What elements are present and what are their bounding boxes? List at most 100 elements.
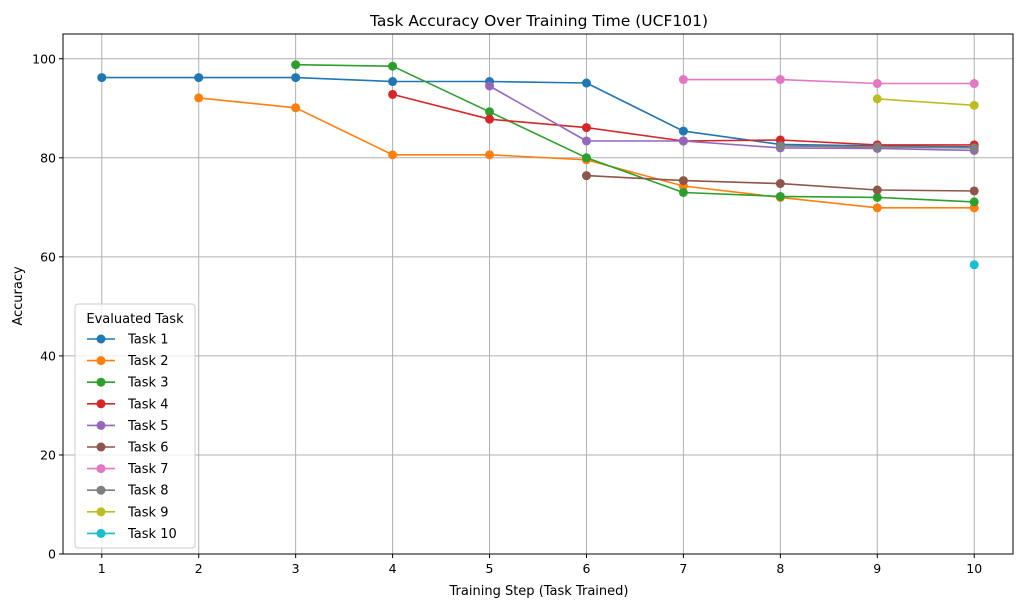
series-line (295, 63, 975, 203)
data-point (678, 176, 688, 186)
data-point (969, 197, 979, 207)
data-point (678, 187, 688, 197)
legend-item: Task 1 (87, 333, 168, 348)
x-tick-label: 10 (966, 561, 982, 576)
data-point (872, 94, 882, 104)
data-point (969, 79, 979, 89)
legend-marker (96, 528, 106, 538)
legend-marker (96, 485, 106, 495)
y-tick-label: 40 (40, 348, 56, 363)
data-point (291, 60, 301, 70)
x-tick-label: 1 (98, 561, 106, 576)
data-point (678, 126, 688, 136)
series-line (489, 85, 975, 152)
series-line (101, 76, 975, 148)
legend-item: Task 10 (87, 527, 177, 542)
y-axis-title: Accuracy (11, 266, 26, 326)
x-tick-label: 9 (873, 561, 881, 576)
data-point (872, 192, 882, 202)
data-point (485, 81, 495, 91)
legend-label: Task 8 (127, 484, 168, 499)
legend-marker (96, 507, 106, 517)
data-point (388, 61, 398, 71)
data-point (388, 77, 398, 87)
series-task-9 (872, 94, 979, 110)
x-tick-label: 3 (292, 561, 300, 576)
data-point (775, 179, 785, 189)
x-tick-label: 4 (389, 561, 397, 576)
series-task-3 (291, 60, 979, 207)
grid (63, 34, 1013, 555)
legend-label: Task 2 (127, 354, 168, 369)
data-point (194, 73, 204, 83)
legend-item: Task 4 (87, 397, 168, 412)
legend-item: Task 9 (87, 505, 168, 520)
data-point (388, 89, 398, 99)
x-axis-title: Training Step (Task Trained) (449, 584, 629, 599)
legend-marker (96, 420, 106, 430)
data-point (678, 136, 688, 146)
legend-label: Task 10 (127, 527, 177, 542)
legend-marker (96, 334, 106, 344)
legend-marker (96, 442, 106, 452)
legend-item: Task 6 (87, 441, 168, 456)
data-point (775, 75, 785, 85)
data-point (678, 75, 688, 85)
x-tick-label: 2 (195, 561, 203, 576)
data-point (775, 141, 785, 151)
legend: Evaluated Task Task 1 Task 2 Task 3 Task 4 T… (74, 303, 196, 549)
data-point (194, 93, 204, 103)
legend-box (74, 303, 196, 549)
data-point (872, 142, 882, 152)
legend-item: Task 2 (87, 354, 168, 369)
legend-label: Task 6 (127, 441, 168, 456)
data-point (581, 136, 591, 146)
series-task-1 (97, 73, 979, 152)
chart-title: Task Accuracy Over Training Time (UCF101… (369, 12, 708, 30)
series-task-10 (969, 260, 979, 270)
data-point (581, 123, 591, 133)
legend-label: Task 3 (127, 376, 168, 391)
plot-frame (62, 33, 1014, 555)
y-tick-label: 100 (32, 51, 56, 66)
series-task-6 (581, 171, 979, 196)
data-point (388, 150, 398, 160)
x-tick-label: 6 (582, 561, 590, 576)
legend-label: Task 1 (127, 333, 168, 348)
data-point (872, 79, 882, 89)
data-point (775, 191, 785, 201)
y-tick-label: 0 (48, 547, 56, 562)
data-point (485, 150, 495, 160)
legend-label: Task 4 (127, 397, 168, 412)
data-point (969, 100, 979, 110)
series-task-7 (678, 75, 979, 89)
legend-title: Evaluated Task (86, 312, 184, 327)
legend-label: Task 9 (127, 505, 168, 520)
legend-item: Task 8 (87, 484, 168, 499)
data-point (969, 143, 979, 153)
legend-label: Task 5 (127, 419, 168, 434)
data-point (97, 73, 107, 83)
legend-item: Task 3 (87, 376, 168, 391)
data-point (969, 260, 979, 270)
y-tick-label: 20 (40, 447, 56, 462)
data-point (872, 185, 882, 195)
x-tick-label: 5 (486, 561, 494, 576)
x-tick-label: 8 (776, 561, 784, 576)
legend-marker (96, 464, 106, 474)
legend-marker (96, 356, 106, 366)
data-point (485, 114, 495, 124)
legend-label: Task 7 (127, 462, 168, 477)
series-task-8 (775, 141, 979, 153)
data-point (872, 203, 882, 213)
legend-marker (96, 399, 106, 409)
legend-marker (96, 377, 106, 387)
data-point (485, 107, 495, 117)
legend-item: Task 7 (87, 462, 168, 477)
y-tick-label: 80 (40, 150, 56, 165)
series-task-5 (485, 81, 979, 155)
series-line (877, 98, 975, 107)
series-line (683, 78, 975, 85)
